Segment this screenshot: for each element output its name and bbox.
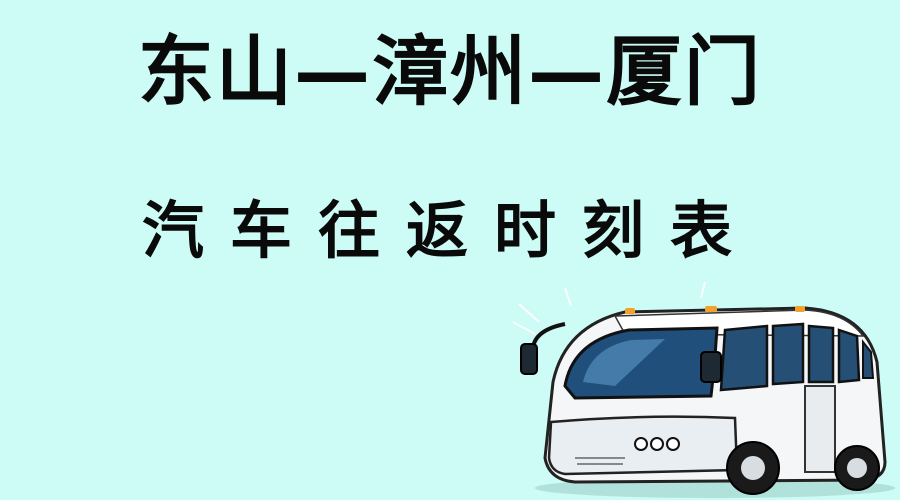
- page-title: 东山—漳州—厦门: [138, 27, 762, 116]
- bus-illustration: [512, 282, 895, 498]
- page-subtitle: 汽车往返时刻表: [141, 194, 758, 267]
